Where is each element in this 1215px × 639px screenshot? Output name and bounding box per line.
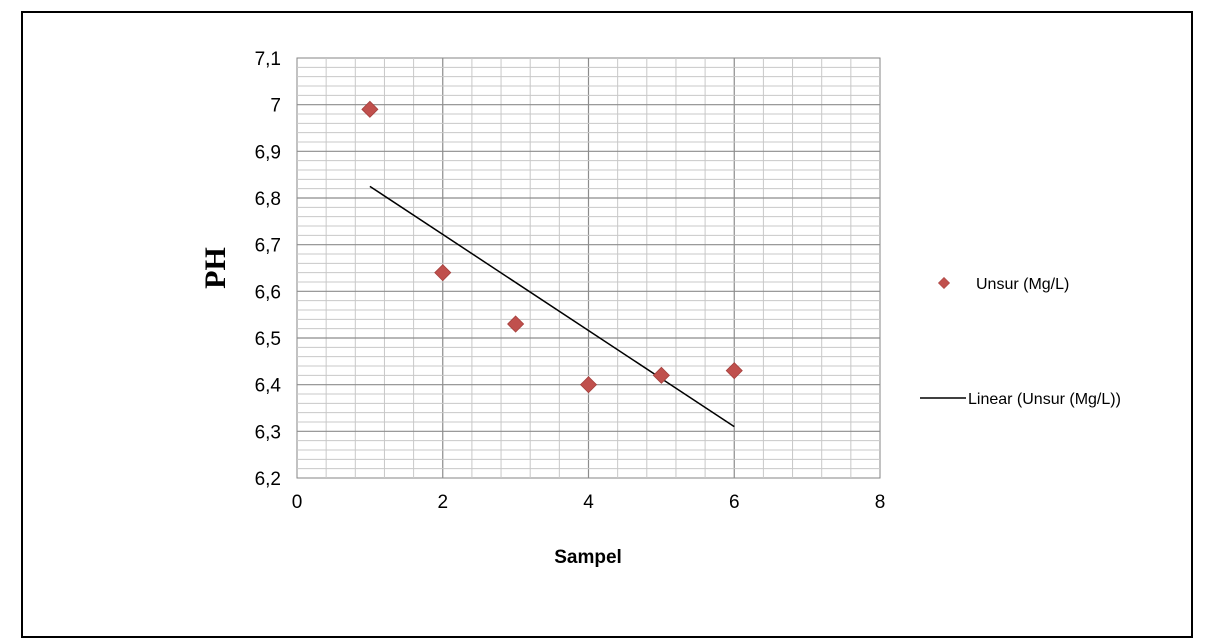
data-point [507,315,525,333]
y-tick-label: 6,6 [255,282,281,303]
x-axis-title: Sampel [554,547,622,568]
data-point [434,264,452,282]
data-point [361,100,379,118]
y-tick-label: 6,5 [255,329,281,350]
trendline-layer [369,185,735,428]
y-tick-label: 6,3 [255,422,281,443]
y-tick-label: 7 [270,96,281,117]
x-tick-label: 8 [875,492,886,513]
y-axis-title: PH [199,247,232,289]
y-tick-label: 6,7 [255,236,281,257]
x-tick-labels: 0 2 4 6 8 [292,492,886,513]
x-tick-label: 2 [437,492,448,513]
y-tick-labels: 6,2 6,3 6,4 6,5 6,6 6,7 6,8 6,9 7 7,1 [255,49,282,490]
data-points [361,100,743,394]
trendline-linear [369,185,735,428]
x-tick-label: 4 [583,492,594,513]
legend-label-linear: Linear (Unsur (Mg/L)) [968,391,1121,408]
y-tick-label: 7,1 [255,49,281,70]
x-tick-label: 6 [729,492,740,513]
legend-label-unsur: Unsur (Mg/L) [976,276,1069,293]
data-point [579,376,598,394]
y-tick-label: 6,9 [255,142,281,163]
y-tick-label: 6,8 [255,189,281,210]
y-tick-label: 6,4 [255,376,282,397]
legend: Unsur (Mg/L) Linear (Unsur (Mg/L)) [920,276,1121,408]
data-point [725,362,743,380]
gridlines [297,58,880,478]
data-point [652,366,670,384]
x-tick-label: 0 [292,492,303,513]
y-tick-label: 6,2 [255,469,281,490]
legend-marker-unsur [937,276,951,290]
